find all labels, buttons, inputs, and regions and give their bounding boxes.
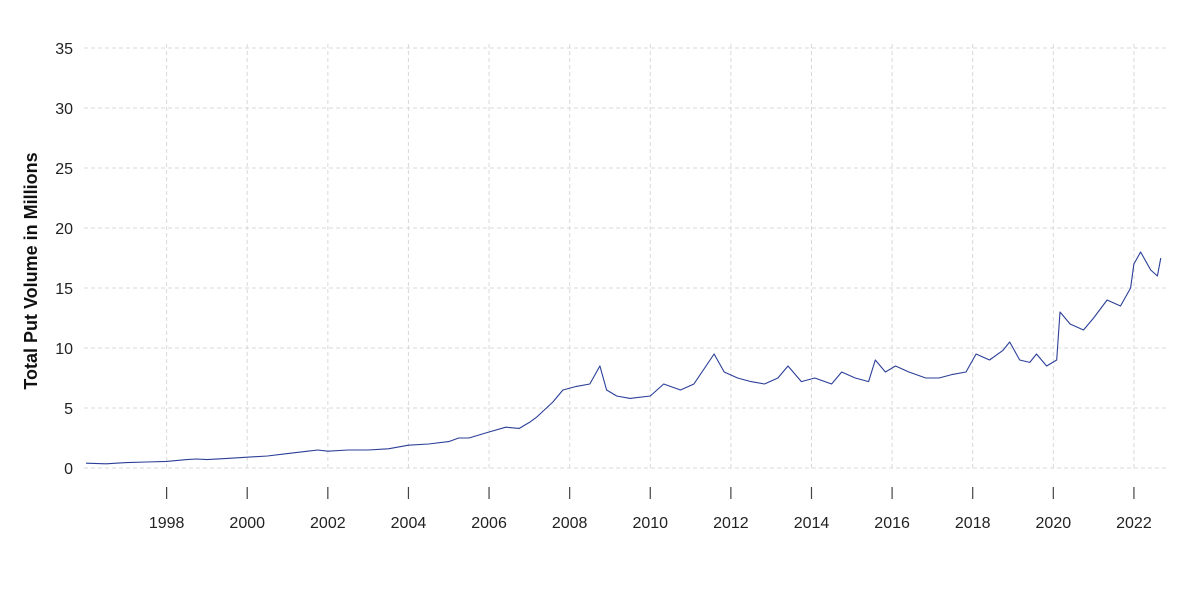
x-tick-label: 2020 [1036,515,1072,532]
y-axis-title: Total Put Volume in Millions [21,152,41,389]
x-tick-label: 2008 [552,515,588,532]
y-tick-label: 10 [55,341,73,358]
x-tick-label: 2000 [229,515,265,532]
x-tick-label: 2004 [391,515,427,532]
y-axis-ticks: 0 5 10 15 20 25 30 35 [55,41,73,478]
y-tick-label: 20 [55,221,73,238]
y-tick-label: 5 [64,401,73,418]
x-tick-label: 2002 [310,515,346,532]
x-tick-label: 2016 [874,515,910,532]
x-tick-label: 2010 [632,515,668,532]
x-tick-label: 1998 [149,515,185,532]
y-tick-label: 30 [55,101,73,118]
grid [84,44,1166,469]
x-tick-label: 2014 [794,515,830,532]
x-axis-ticks: 1998 2000 2002 2004 2006 2008 2010 2012 2014 2016… [149,487,1152,532]
x-tick-label: 2006 [471,515,507,532]
x-tick-label: 2022 [1116,515,1152,532]
y-tick-label: 25 [55,161,73,178]
x-tick-label: 2012 [713,515,749,532]
series-line-put-volume [85,251,1162,465]
x-tick-label: 2018 [955,515,991,532]
y-tick-label: 0 [64,461,73,478]
y-tick-label: 15 [55,281,73,298]
y-tick-label: 35 [55,41,73,58]
